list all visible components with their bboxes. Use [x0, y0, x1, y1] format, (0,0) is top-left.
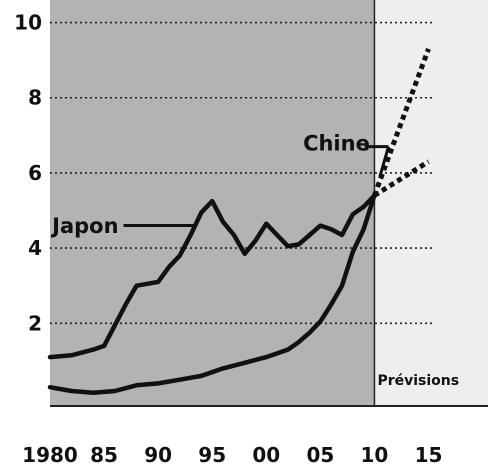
x-tick-label: 00	[252, 443, 280, 467]
y-tick-label: 6	[28, 161, 42, 185]
y-tick-label: 10	[14, 11, 42, 35]
x-tick-label: 1980	[22, 443, 78, 467]
annotation-label: Chine	[303, 131, 370, 155]
x-tick-label: 05	[306, 443, 334, 467]
y-tick-label: 2	[28, 311, 42, 335]
x-tick-label: 85	[90, 443, 118, 467]
x-tick-label: 10	[361, 443, 389, 467]
y-tick-label: 4	[28, 236, 42, 260]
x-tick-label: 15	[415, 443, 443, 467]
x-tick-label: 90	[144, 443, 172, 467]
y-tick-label: 8	[28, 86, 42, 110]
forecast-label: Prévisions	[377, 373, 459, 389]
x-tick-label: 95	[198, 443, 226, 467]
forecast-background	[374, 0, 488, 406]
annotation-label: Japon	[50, 214, 118, 238]
y-tick-labels: 2 4 6 8 10	[14, 11, 42, 336]
x-tick-labels: 1980 85 90 95 00 05 10 15	[22, 443, 442, 467]
